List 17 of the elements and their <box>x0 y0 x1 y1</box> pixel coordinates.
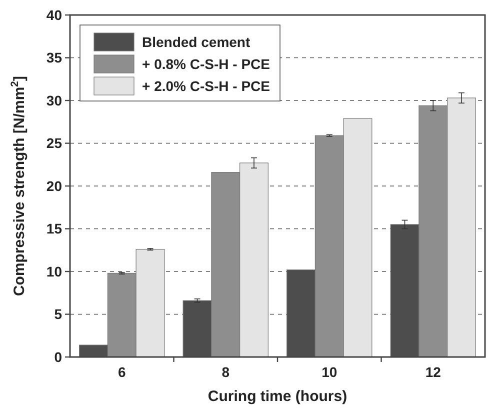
legend-label: + 2.0% C-S-H - PCE <box>142 78 270 94</box>
legend-label: + 0.8% C-S-H - PCE <box>142 56 270 72</box>
y-tick-label: 30 <box>46 92 62 108</box>
x-tick-label: 8 <box>222 364 230 380</box>
x-tick-label: 10 <box>322 364 338 380</box>
y-tick-label: 40 <box>46 6 62 23</box>
y-tick-label: 5 <box>54 306 62 322</box>
y-tick-label: 0 <box>54 348 62 365</box>
x-axis-title: Curing time (hours) <box>208 388 348 405</box>
x-tick-label: 12 <box>425 364 442 380</box>
x-tick-label: 6 <box>118 364 126 380</box>
y-tick-label: 35 <box>46 50 62 66</box>
y-tick-label: 25 <box>46 135 62 152</box>
y-tick-label: 15 <box>46 220 62 237</box>
y-tick-label: 10 <box>46 263 62 280</box>
legend-label: Blended cement <box>142 34 250 50</box>
y-tick-label: 20 <box>46 178 62 194</box>
